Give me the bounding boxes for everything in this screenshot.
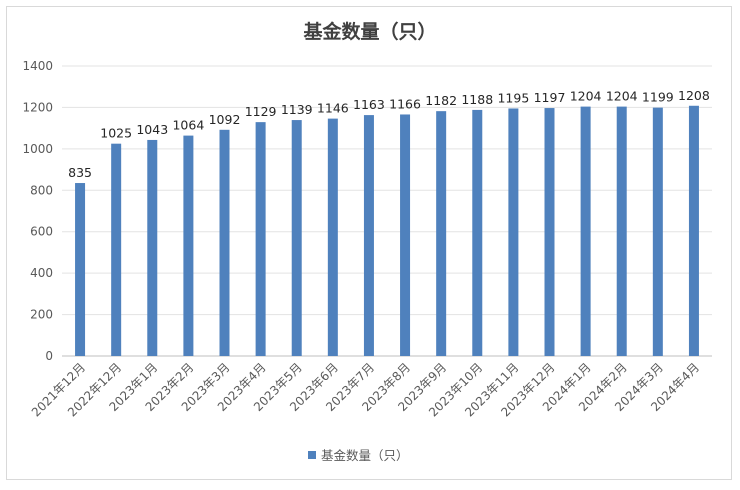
bar [436,111,447,357]
y-tick-label: 800 [30,183,53,197]
bar [544,108,555,356]
x-axis-ticks: 2021年12月2022年12月2023年1月2023年2月2023年3月202… [29,360,702,419]
bar [255,122,266,356]
data-label: 1129 [245,104,277,119]
bar [688,105,699,357]
legend: 基金数量（只） [308,448,409,463]
data-label: 1204 [570,89,602,104]
y-tick-label: 200 [30,308,53,322]
bar [291,120,302,356]
bar [508,108,519,356]
data-label: 1064 [172,118,204,133]
bar [147,139,158,356]
bar [75,183,86,356]
data-label: 835 [68,165,92,180]
bar [327,118,338,356]
bar [616,106,627,356]
data-label: 1188 [461,92,493,107]
data-label: 1146 [317,101,349,116]
y-tick-label: 1000 [22,142,53,156]
bars [75,105,699,357]
legend-label: 基金数量（只） [321,448,409,463]
bar [400,114,411,356]
bar [472,109,483,357]
data-label: 1197 [534,90,566,105]
data-label: 1163 [353,97,385,112]
data-label: 1092 [209,112,241,127]
bar [580,106,591,356]
chart-title: 基金数量（只） [302,20,436,43]
data-label: 1208 [678,88,710,103]
bar [219,129,230,356]
y-tick-label: 600 [30,225,53,239]
data-label: 1204 [606,89,638,104]
y-tick-label: 400 [30,266,53,280]
bar [652,107,663,356]
data-label: 1139 [281,102,313,117]
y-axis-ticks: 0 200 400 600 800 1000 1200 1400 [22,59,53,363]
y-tick-label: 1200 [22,100,53,114]
y-tick-label: 0 [45,349,53,363]
data-label: 1182 [425,93,457,108]
data-labels: 835 1025 1043 1064 1092 1129 1139 1146 1163 1166 1… [68,88,710,180]
legend-swatch [308,451,316,459]
data-label: 1166 [389,96,421,111]
data-label: 1043 [136,122,168,137]
data-label: 1025 [100,126,132,141]
data-label: 1195 [497,90,529,105]
data-label: 1199 [642,90,674,105]
bar [183,135,194,356]
grid-lines [62,65,712,357]
bar [111,143,122,356]
bar [363,115,374,356]
y-tick-label: 1400 [22,59,53,73]
